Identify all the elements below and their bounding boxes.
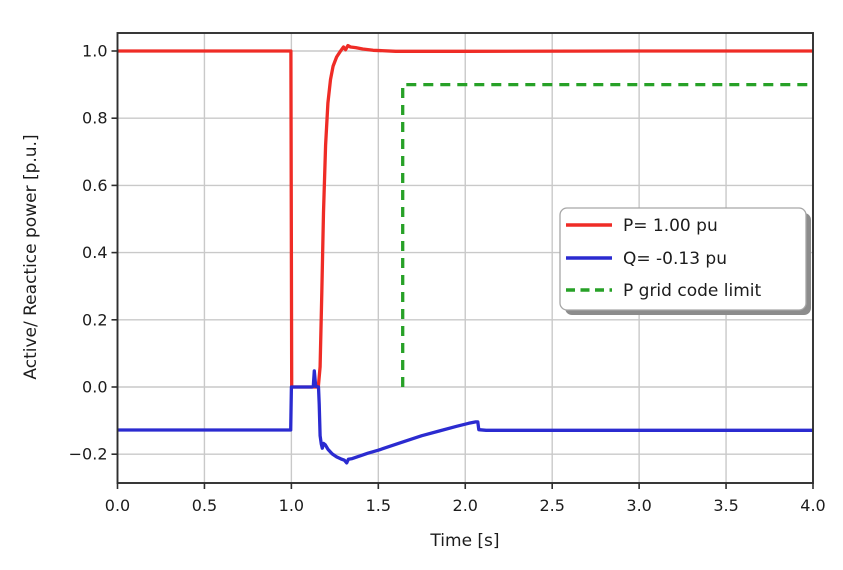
y-tick-label: −0.2: [69, 445, 108, 464]
legend-label-q: Q= -0.13 pu: [623, 249, 727, 269]
y-tick-label: 0.8: [82, 109, 107, 128]
y-tick-label: 0.2: [82, 310, 107, 329]
series-q-line: [117, 369, 813, 465]
x-tick-label: 1.0: [279, 496, 304, 515]
series-group: [117, 43, 813, 465]
x-tick-label: 3.5: [713, 496, 738, 515]
x-tick-label: 4.0: [800, 496, 825, 515]
x-tick-label: 0.5: [192, 496, 217, 515]
x-axis-ticks: 0.0 0.5 1.0 1.5 2.0 2.5 3.0 3.5 4.0: [105, 483, 826, 515]
x-tick-label: 1.5: [366, 496, 391, 515]
legend-label-p: P= 1.00 pu: [623, 216, 718, 236]
series-p-line: [117, 43, 813, 389]
y-tick-label: 0.0: [82, 378, 107, 397]
x-tick-label: 2.0: [453, 496, 478, 515]
x-tick-label: 0.0: [105, 496, 130, 515]
x-axis-label: Time [s]: [429, 531, 499, 551]
y-axis-ticks: 1.0 0.8 0.6 0.4 0.2 0.0 −0.2: [69, 42, 118, 464]
y-tick-label: 0.4: [82, 243, 107, 262]
x-tick-label: 3.0: [626, 496, 651, 515]
y-tick-label: 1.0: [82, 42, 107, 61]
legend-frame: [559, 207, 807, 311]
legend: P= 1.00 pu Q= -0.13 pu P grid code limit: [559, 207, 811, 315]
y-axis-label: Active/ Reactice power [p.u.]: [21, 134, 41, 379]
y-tick-label: 0.6: [82, 176, 107, 195]
x-tick-label: 2.5: [539, 496, 564, 515]
legend-label-grid-code-limit: P grid code limit: [623, 281, 761, 301]
